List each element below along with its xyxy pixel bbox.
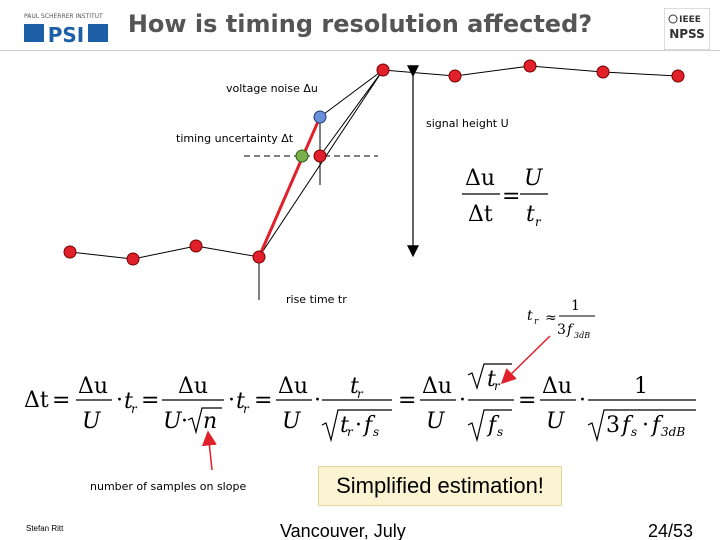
svg-text:t: t <box>236 389 245 414</box>
svg-text:Δu: Δu <box>542 374 572 399</box>
svg-text:r: r <box>243 402 250 416</box>
sample-point <box>189 239 203 253</box>
svg-text:=: = <box>518 388 536 413</box>
ieee-text: IEEE <box>679 15 701 25</box>
svg-text:t: t <box>526 202 535 227</box>
footer-author: Stefan Ritt <box>26 524 64 533</box>
svg-text:r: r <box>347 425 354 439</box>
svg-text:t: t <box>340 413 349 438</box>
svg-text:·: · <box>116 388 123 413</box>
svg-text:1: 1 <box>634 374 648 399</box>
du-dt-equation: Δu Δt = U t r <box>462 166 548 229</box>
svg-text:3dB: 3dB <box>574 331 590 340</box>
svg-text:t: t <box>124 389 133 414</box>
svg-text:·: · <box>314 388 321 413</box>
svg-text:Δt: Δt <box>468 202 493 227</box>
svg-text:r: r <box>357 387 364 401</box>
svg-text:·: · <box>579 388 586 413</box>
psi-logo-text: PAUL SCHERRER INSTITUT <box>24 13 103 20</box>
footer-location: Vancouver, July <box>280 522 406 540</box>
svg-text:≈: ≈ <box>545 310 557 326</box>
svg-text:r: r <box>494 379 501 393</box>
svg-text:·: · <box>228 388 235 413</box>
simplified-callout: Simplified estimation! <box>318 466 562 506</box>
svg-text:t: t <box>527 308 533 324</box>
header-rule <box>0 50 720 51</box>
n-pointer-arrow <box>201 430 217 471</box>
svg-text:t: t <box>350 374 359 399</box>
svg-text:r: r <box>535 215 542 229</box>
svg-text:s: s <box>373 425 379 439</box>
svg-text:·: · <box>459 388 466 413</box>
svg-text:r: r <box>534 317 539 327</box>
svg-text:U: U <box>546 409 566 434</box>
noise-envelope-line <box>319 69 384 157</box>
slide-title: How is timing resolution affected? <box>127 10 593 38</box>
sample-point <box>126 252 140 266</box>
svg-text:t: t <box>487 367 496 392</box>
svg-text:U: U <box>524 166 544 191</box>
npss-text: NPSS <box>669 27 705 41</box>
svg-text:Δt: Δt <box>24 388 49 413</box>
svg-text:Δu: Δu <box>78 374 108 399</box>
dt-chain-equation: Δt = Δu U · t r = Δu U · n · t r = Δu U … <box>24 363 696 443</box>
svg-text:3: 3 <box>557 322 566 338</box>
footer-page-number: 24/53 <box>648 522 694 540</box>
svg-text:Δu: Δu <box>422 374 452 399</box>
timing-uncertainty-label: timing uncertainty Δt <box>176 132 294 145</box>
psi-logo: PAUL SCHERRER INSTITUT PSI <box>22 10 110 47</box>
ieee-npss-logo: IEEE NPSS <box>663 7 711 51</box>
rise-time-label: rise time tr <box>286 293 347 306</box>
sample-point <box>523 59 537 73</box>
sample-point <box>252 250 266 264</box>
svg-text:n: n <box>203 409 217 434</box>
svg-text:U: U <box>82 409 102 434</box>
svg-text:=: = <box>254 388 272 413</box>
tr-pointer-arrow <box>500 335 551 385</box>
noise-point-lower <box>313 149 327 163</box>
svg-text:·: · <box>642 413 649 438</box>
svg-text:1: 1 <box>571 298 580 314</box>
svg-text:3dB: 3dB <box>661 425 685 439</box>
noise-envelope-line <box>319 69 384 118</box>
svg-text:s: s <box>497 425 503 439</box>
svg-text:Δu: Δu <box>465 166 495 191</box>
svg-text:·: · <box>181 409 188 434</box>
cross-point <box>295 149 309 163</box>
svg-text:U: U <box>163 409 183 434</box>
sample-point <box>596 65 610 79</box>
tr-approx-equation: t r ≈ 1 3 f 3dB <box>527 298 595 340</box>
sample-point <box>376 63 390 77</box>
svg-text:3: 3 <box>606 413 620 438</box>
svg-text:r: r <box>131 402 138 416</box>
svg-text:=: = <box>52 388 70 413</box>
svg-text:Δu: Δu <box>178 374 208 399</box>
svg-text:U: U <box>282 409 302 434</box>
svg-text:Δu: Δu <box>278 374 308 399</box>
psi-logo-mark: PSI <box>48 23 85 46</box>
svg-text:=: = <box>398 388 416 413</box>
svg-text:f: f <box>566 322 575 338</box>
slope-line <box>257 116 322 258</box>
svg-text:·: · <box>355 413 362 438</box>
samples-on-slope-label: number of samples on slope <box>90 480 247 493</box>
svg-text:s: s <box>631 425 637 439</box>
sample-point <box>448 69 462 83</box>
sample-points <box>63 59 685 266</box>
svg-text:U: U <box>426 409 446 434</box>
sample-point <box>671 69 685 83</box>
signal-height-label: signal height U <box>426 117 509 130</box>
svg-text:=: = <box>502 184 520 209</box>
voltage-noise-label: voltage noise Δu <box>226 82 318 95</box>
svg-text:=: = <box>141 388 159 413</box>
noise-point <box>313 110 327 124</box>
sample-point <box>63 245 77 259</box>
